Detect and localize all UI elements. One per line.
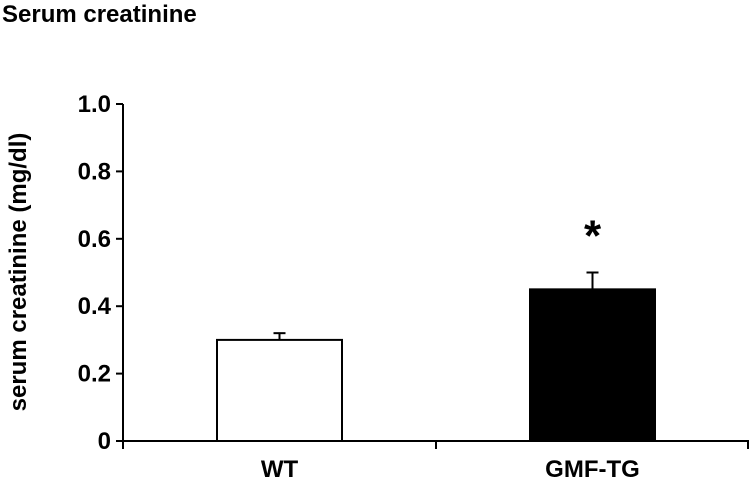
bar-wt: [216, 338, 343, 442]
bar-gmf-tg: [529, 288, 656, 442]
y-tick-label: 0: [98, 428, 111, 455]
y-tick-label: 0.4: [78, 293, 112, 320]
significance-marker: *: [584, 212, 602, 261]
y-tick-label: 0.2: [78, 361, 111, 388]
x-tick-label: GMF-TG: [545, 456, 640, 483]
plot-area: 0 0.2 0.4 0.6 0.8 1.0 WT GMF-TG *: [78, 91, 749, 483]
y-axis-title: serum creatinine (mg/dl): [5, 133, 32, 412]
x-tick-label: WT: [261, 456, 299, 483]
y-tick-label: 1.0: [78, 91, 111, 118]
chart-title: Serum creatinine: [2, 1, 197, 28]
y-tick-label: 0.8: [78, 158, 111, 185]
y-tick-label: 0.6: [78, 226, 111, 253]
